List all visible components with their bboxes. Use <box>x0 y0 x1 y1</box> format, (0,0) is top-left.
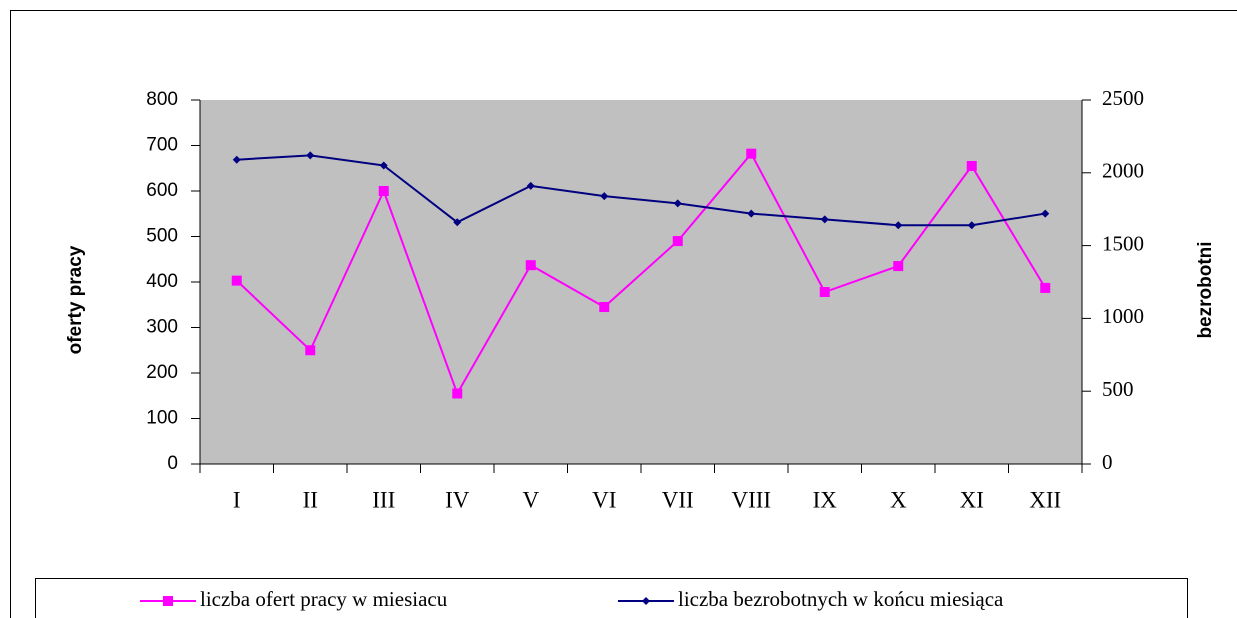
data-point <box>599 302 610 313</box>
x-tick-label: I <box>233 487 241 512</box>
y2-tick-label: 2000 <box>1102 159 1144 183</box>
x-tick-label: VI <box>592 487 616 512</box>
data-point <box>378 186 389 196</box>
data-point <box>967 221 976 230</box>
legend-label: liczba bezrobotnych w końcu miesiąca <box>678 587 1004 611</box>
data-point <box>1041 209 1050 218</box>
data-point <box>305 345 316 356</box>
data-point <box>453 218 462 227</box>
data-point <box>379 161 388 170</box>
y-tick-label: 200 <box>146 362 178 383</box>
x-tick-label: II <box>303 487 318 512</box>
plot-area <box>200 100 1082 464</box>
x-tick-label: VII <box>662 487 694 512</box>
x-tick-label: X <box>890 487 907 512</box>
series-line <box>236 151 1047 396</box>
x-tick-label: IV <box>445 487 470 512</box>
data-point <box>232 155 241 164</box>
data-point <box>673 199 682 208</box>
y2-tick-label: 0 <box>1102 450 1113 474</box>
y-tick-label: 800 <box>146 89 178 110</box>
x-tick-label: XII <box>1029 487 1061 512</box>
data-point <box>966 160 977 171</box>
y-tick-label: 600 <box>146 180 178 201</box>
data-point <box>672 236 683 247</box>
data-point <box>893 261 904 272</box>
legend-box <box>35 578 1188 618</box>
y-tick-label: 300 <box>146 317 178 338</box>
x-tick-label: IX <box>813 487 838 512</box>
x-tick-label: III <box>372 487 395 512</box>
x-tick-label: XI <box>960 487 984 512</box>
x-tick-label: VIII <box>731 487 771 512</box>
data-point <box>894 221 903 230</box>
legend-label: liczba ofert pracy w miesiacu <box>200 587 448 611</box>
data-point <box>747 209 756 218</box>
data-point <box>526 181 535 190</box>
y-axis-title: oferty pracy <box>65 245 86 354</box>
data-point <box>452 388 463 399</box>
legend-marker <box>163 596 173 606</box>
data-point <box>820 215 829 224</box>
chart-border <box>10 10 1237 618</box>
y2-tick-label: 500 <box>1102 377 1134 401</box>
y-tick-label: 400 <box>146 271 178 292</box>
y2-tick-label: 1500 <box>1102 231 1144 255</box>
y2-tick-label: 2500 <box>1102 86 1144 110</box>
data-point <box>1040 282 1051 293</box>
data-point <box>746 148 757 159</box>
data-point <box>525 260 536 271</box>
y-tick-label: 0 <box>167 453 178 474</box>
y-tick-label: 100 <box>146 408 178 429</box>
legend-marker <box>642 597 650 605</box>
data-point <box>600 192 609 201</box>
y-tick-label: 500 <box>146 226 178 247</box>
series-line <box>236 154 1046 227</box>
y2-tick-label: 1000 <box>1102 304 1144 328</box>
data-point <box>231 275 242 286</box>
x-tick-label: V <box>522 487 539 512</box>
data-point <box>819 287 830 298</box>
y2-axis-title: bezrobotni <box>1195 241 1216 338</box>
y-tick-label: 700 <box>146 135 178 156</box>
data-point <box>306 151 315 160</box>
